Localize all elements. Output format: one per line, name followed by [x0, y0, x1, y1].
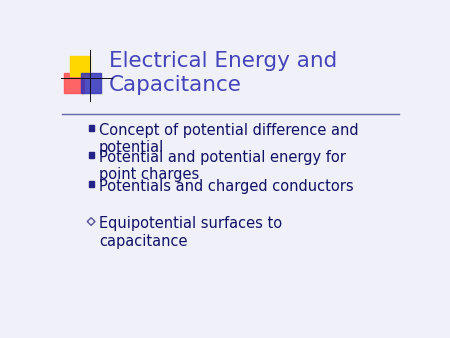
Text: Concept of potential difference and
potential: Concept of potential difference and pote…: [99, 123, 359, 155]
Polygon shape: [87, 218, 95, 225]
Bar: [89, 125, 94, 131]
Polygon shape: [89, 220, 93, 223]
Text: Potentials and charged conductors: Potentials and charged conductors: [99, 179, 354, 194]
Text: Equipotential surfaces to
capacitance: Equipotential surfaces to capacitance: [99, 216, 282, 248]
Bar: [81, 73, 101, 93]
Text: Potential and potential energy for
point charges: Potential and potential energy for point…: [99, 150, 346, 182]
Bar: [89, 182, 94, 187]
Bar: [89, 152, 94, 158]
Bar: [64, 73, 84, 93]
Text: Electrical Energy and
Capacitance: Electrical Energy and Capacitance: [109, 51, 337, 95]
Bar: [70, 56, 90, 76]
